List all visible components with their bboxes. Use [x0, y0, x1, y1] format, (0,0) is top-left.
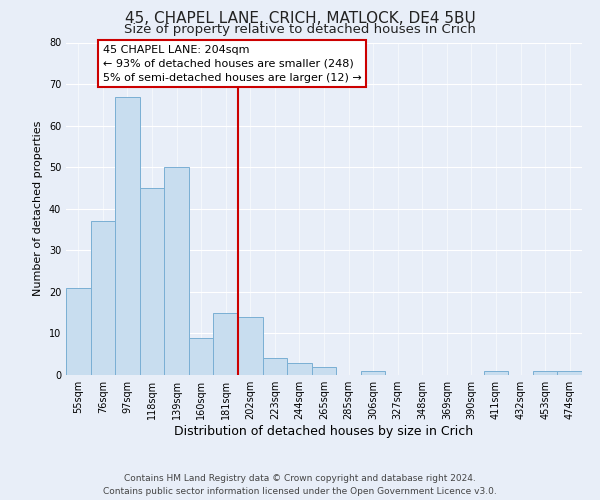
Bar — [238, 317, 263, 375]
Text: 45 CHAPEL LANE: 204sqm
← 93% of detached houses are smaller (248)
5% of semi-det: 45 CHAPEL LANE: 204sqm ← 93% of detached… — [103, 44, 362, 82]
X-axis label: Distribution of detached houses by size in Crich: Distribution of detached houses by size … — [175, 425, 473, 438]
Bar — [557, 371, 582, 375]
Text: Contains HM Land Registry data © Crown copyright and database right 2024.
Contai: Contains HM Land Registry data © Crown c… — [103, 474, 497, 496]
Bar — [66, 288, 91, 375]
Bar — [91, 221, 115, 375]
Bar — [115, 96, 140, 375]
Y-axis label: Number of detached properties: Number of detached properties — [33, 121, 43, 296]
Text: 45, CHAPEL LANE, CRICH, MATLOCK, DE4 5BU: 45, CHAPEL LANE, CRICH, MATLOCK, DE4 5BU — [125, 11, 475, 26]
Bar — [140, 188, 164, 375]
Bar — [263, 358, 287, 375]
Bar — [484, 371, 508, 375]
Bar — [361, 371, 385, 375]
Bar — [287, 362, 312, 375]
Text: Size of property relative to detached houses in Crich: Size of property relative to detached ho… — [124, 22, 476, 36]
Bar — [164, 167, 189, 375]
Bar — [214, 312, 238, 375]
Bar — [189, 338, 214, 375]
Bar — [312, 366, 336, 375]
Bar — [533, 371, 557, 375]
